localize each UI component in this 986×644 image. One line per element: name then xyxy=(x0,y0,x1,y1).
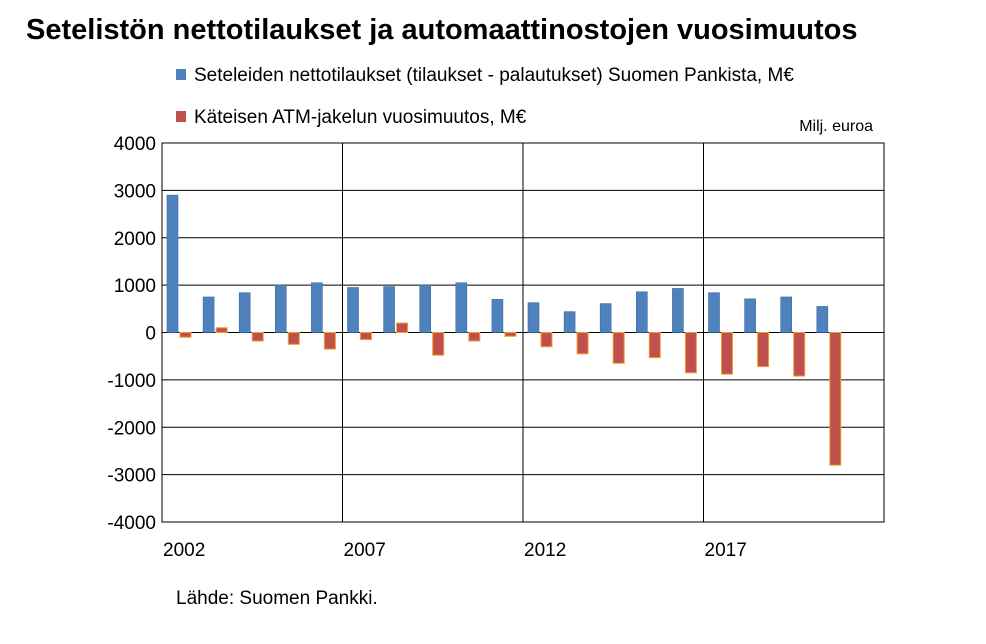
legend-label-series2: Käteisen ATM-jakelun vuosimuutos, M€ xyxy=(194,107,527,128)
bar-net-orders xyxy=(816,306,829,333)
bar-net-orders xyxy=(780,296,793,333)
bar-atm-change xyxy=(540,332,553,348)
plot-area-border xyxy=(161,142,885,523)
bar-net-orders xyxy=(563,311,576,333)
y-tick-label: 4000 xyxy=(114,134,156,155)
bar-atm-change xyxy=(793,332,806,377)
bar-atm-change xyxy=(504,332,517,337)
y-tick-label: -1000 xyxy=(107,371,156,392)
y-tick-label: 1000 xyxy=(114,276,156,297)
bar-atm-change xyxy=(721,332,733,375)
bar-net-orders xyxy=(527,302,540,333)
bar-atm-change xyxy=(576,332,589,355)
bar-atm-change xyxy=(468,332,481,342)
x-tick-label: 2007 xyxy=(344,540,386,561)
x-tick-label: 2002 xyxy=(163,540,205,561)
bar-net-orders xyxy=(311,282,323,333)
bar-atm-change xyxy=(360,332,372,341)
legend-swatch-blue xyxy=(176,69,186,81)
legend-item-series1: Seteleiden nettotilaukset (tilaukset - p… xyxy=(176,65,794,87)
bar-atm-change xyxy=(684,332,697,374)
legend-label-series1: Seteleiden nettotilaukset (tilaukset - p… xyxy=(194,65,794,86)
y-tick-label: 0 xyxy=(145,324,156,345)
bar-net-orders xyxy=(672,288,684,333)
bar-net-orders xyxy=(455,282,468,333)
y-tick-label: 3000 xyxy=(114,181,156,202)
y-tick-label: 2000 xyxy=(114,229,156,250)
bar-atm-change xyxy=(612,332,625,364)
bar-atm-change xyxy=(757,332,770,368)
x-tick-label: 2012 xyxy=(524,540,566,561)
legend-item-series2: Käteisen ATM-jakelun vuosimuutos, M€ xyxy=(176,107,526,129)
x-tick-label: 2017 xyxy=(705,540,747,561)
bar-net-orders xyxy=(347,287,359,333)
source-note: Lähde: Suomen Pankki. xyxy=(176,588,378,609)
bar-net-orders xyxy=(274,284,287,333)
bar-net-orders xyxy=(744,298,756,333)
bar-atm-change xyxy=(648,332,661,359)
y-tick-label: -2000 xyxy=(107,418,156,439)
unit-label: Milj. euroa xyxy=(799,118,873,135)
bar-net-orders xyxy=(635,291,648,333)
bar-net-orders xyxy=(708,292,720,333)
legend-swatch-red xyxy=(176,111,186,123)
bar-net-orders xyxy=(491,299,504,333)
bar-atm-change xyxy=(251,332,264,342)
bar-net-orders xyxy=(419,284,432,333)
y-tick-label: -4000 xyxy=(107,513,156,534)
bar-atm-change xyxy=(396,322,409,333)
bar-atm-change xyxy=(829,332,842,466)
bar-net-orders xyxy=(238,292,251,333)
bar-net-orders xyxy=(202,296,215,333)
bar-atm-change xyxy=(215,327,228,334)
bar-atm-change xyxy=(432,332,445,356)
bar-atm-change xyxy=(287,332,300,345)
bar-atm-change xyxy=(323,332,336,350)
bar-net-orders xyxy=(599,303,612,333)
bar-atm-change xyxy=(179,332,192,338)
bar-net-orders xyxy=(383,286,395,333)
chart-title: Setelistön nettotilaukset ja automaattin… xyxy=(26,14,858,46)
y-tick-label: -3000 xyxy=(107,466,156,487)
bar-net-orders xyxy=(166,194,179,333)
